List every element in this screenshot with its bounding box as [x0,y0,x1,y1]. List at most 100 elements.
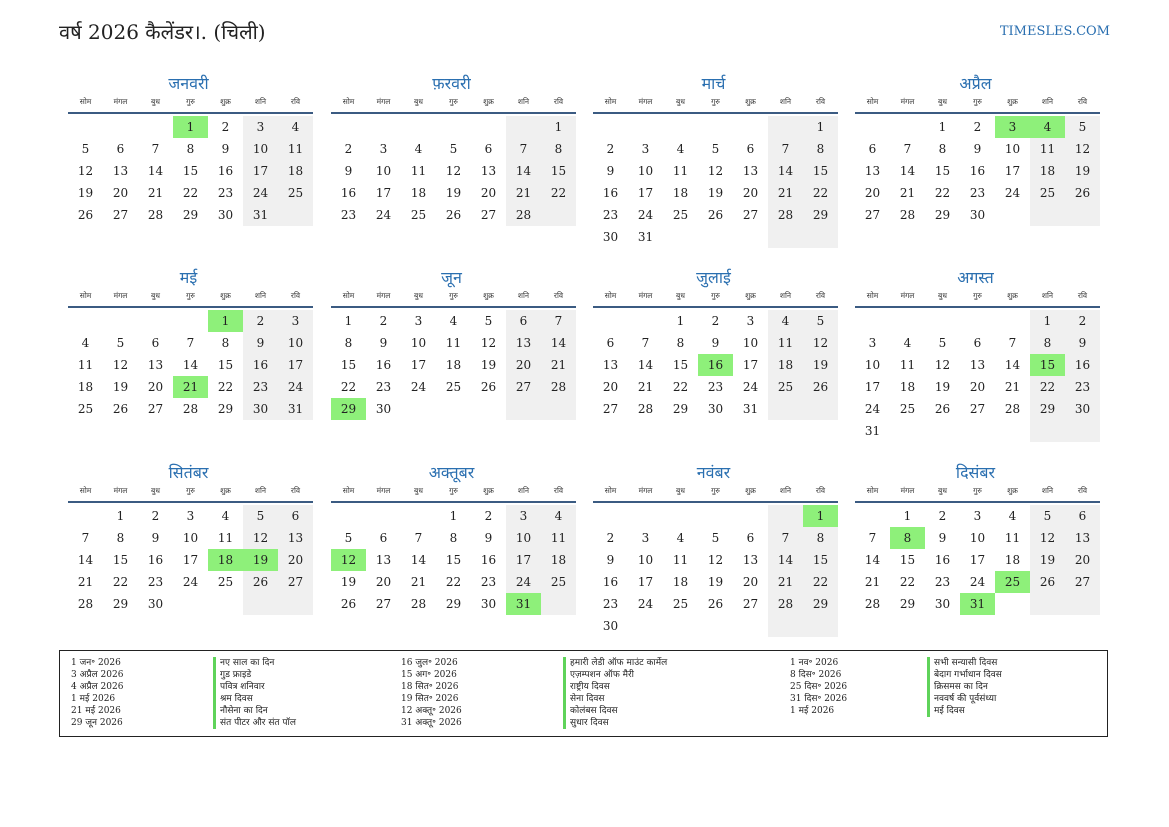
day-cell: 23 [602,208,619,222]
day-cell: 15 [340,358,357,372]
day-cell: 29 [445,597,462,611]
weekday-label: मंगल [638,97,653,106]
day-cell: 21 [541,354,576,376]
holiday-day-cell: 31 [960,593,995,615]
weekday-label: रवि [553,97,564,106]
day-cell: 16 [1065,354,1100,376]
weekday-label: मंगल [376,97,391,106]
weekday-label: रवि [290,97,301,106]
empty-day-cell [995,310,1030,332]
day-cell: 3 [641,142,650,156]
day-cell: 19 [1030,549,1065,571]
day-cell: 23 [1065,376,1100,398]
day-cell: 2 [243,310,278,332]
day-cell: 27 [1065,571,1100,593]
empty-day-cell [855,116,890,138]
day-cell: 28 [1004,402,1021,416]
day-cell: 4 [903,336,912,350]
weekday-label: गुरु [186,486,195,495]
month-name: फ़रवरी [432,74,471,93]
day-cell: 13 [375,553,392,567]
day-cell: 28 [410,597,427,611]
day-cell: 10 [410,336,427,350]
empty-day-cell [173,593,208,615]
weekday-label: बुध [938,291,947,300]
day-cell: 31 [243,204,278,226]
day-cell: 9 [606,553,615,567]
day-cell: 23 [969,186,986,200]
day-cell: 14 [147,164,164,178]
holiday-name: सुधार दिवस [563,717,609,729]
weekday-label: मंगल [113,97,128,106]
site-link[interactable]: TIMESLES.COM [999,24,1110,39]
empty-day-cell [995,593,1030,615]
day-cell: 20 [480,186,497,200]
day-cell: 13 [278,527,313,549]
day-cell: 26 [77,208,94,222]
day-cell: 25 [899,402,916,416]
day-cell: 18 [1004,553,1021,567]
day-cell: 19 [1065,160,1100,182]
holiday-day-cell: 1 [208,310,243,332]
day-cell: 7 [186,336,195,350]
day-cell: 4 [676,531,685,545]
day-cell: 6 [379,531,388,545]
empty-day-cell [1030,204,1065,226]
day-cell: 6 [746,142,755,156]
day-cell: 25 [541,571,576,593]
day-cell: 17 [637,186,654,200]
day-cell: 28 [768,593,803,615]
holiday-day-cell: 1 [803,505,838,527]
day-cell: 30 [707,402,724,416]
weekday-label: बुध [151,291,160,300]
day-cell: 19 [707,575,724,589]
day-cell: 21 [768,182,803,204]
day-cell: 2 [221,120,230,134]
day-cell: 2 [379,314,388,328]
day-cell: 9 [711,336,720,350]
weekday-label: मंगल [113,291,128,300]
day-cell: 17 [969,553,986,567]
day-cell: 28 [541,376,576,398]
day-cell: 27 [602,402,619,416]
day-cell: 19 [934,380,951,394]
empty-day-cell [733,505,768,527]
holiday-name: सभी सन्यासी दिवस [927,657,997,669]
day-cell: 30 [602,619,619,633]
holiday-name: नववर्ष की पूर्वसंध्या [927,693,996,705]
month-block: जनवरी सोम मंगल बुध गुरु शुक्र शनि रवि 1 2 3 4 5 6 7 8 9 1… [68,72,313,226]
day-cell: 6 [484,142,493,156]
day-cell: 18 [445,358,462,372]
day-cell: 10 [182,531,199,545]
empty-day-cell [663,505,698,527]
day-cell: 28 [506,204,541,226]
day-cell: 5 [1065,116,1100,138]
weekday-label: शुक्र [220,291,231,300]
day-grid: 1 2 3 4 5 6 7 8 9 10 11 12 13 14 15 16 17 18 19 20 21 22 23 24 2… [331,116,576,226]
empty-day-cell [138,116,173,138]
day-cell: 15 [445,553,462,567]
day-cell: 27 [742,597,759,611]
day-cell: 8 [803,527,838,549]
holiday-list: 1 जन॰ 2026 नए साल का दिन 3 अप्रैल 2026 गुड … [59,650,1108,737]
day-cell: 30 [1065,398,1100,420]
day-cell: 30 [243,398,278,420]
day-cell: 5 [116,336,125,350]
day-cell: 7 [1008,336,1017,350]
day-cell: 21 [506,182,541,204]
day-cell: 14 [1004,358,1021,372]
holiday-day-cell: 1 [173,116,208,138]
day-cell: 24 [278,376,313,398]
day-cell: 28 [637,402,654,416]
day-cell: 23 [340,208,357,222]
day-cell: 12 [1030,527,1065,549]
day-cell: 3 [414,314,423,328]
day-cell: 15 [182,164,199,178]
holiday-name: नए साल का दिन [213,657,274,669]
weekday-header: सोम मंगल बुध गुरु शुक्र शनि रवि [855,485,1100,503]
day-cell: 5 [484,314,493,328]
day-cell: 14 [637,358,654,372]
empty-day-cell [471,398,506,420]
holiday-date: 8 दिस॰ 2026 [790,670,842,680]
holiday-day-cell: 3 [995,116,1030,138]
